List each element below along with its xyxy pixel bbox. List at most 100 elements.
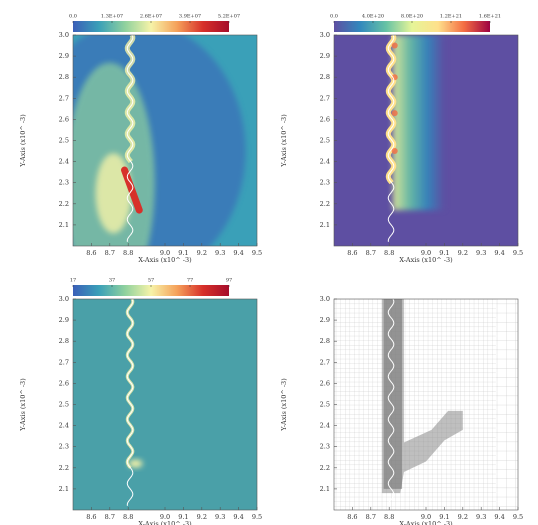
y-tick-label: 2.8 — [320, 337, 330, 345]
y-tick-label: 2.4 — [320, 422, 330, 430]
field-hot — [391, 42, 398, 49]
x-tick-label: 9.2 — [197, 513, 207, 521]
x-tick-label: 9.4 — [233, 249, 243, 257]
y-axis-label: Y-Axis (x10^ -3) — [280, 378, 288, 432]
y-tick-label: 2.1 — [59, 485, 69, 493]
y-tick-label: 2.3 — [320, 443, 330, 451]
colorbar-tick-label: 8.0E+20 — [401, 14, 423, 20]
y-tick-label: 2.5 — [59, 137, 69, 145]
y-tick-label: 2.8 — [59, 337, 69, 345]
field — [73, 299, 257, 510]
field-glow — [95, 153, 132, 234]
field-hot — [391, 148, 398, 155]
x-tick-label: 9.2 — [458, 249, 468, 257]
x-tick-label: 9.3 — [215, 249, 225, 257]
y-tick-label: 2.3 — [59, 179, 69, 187]
y-tick-label: 2.2 — [59, 200, 69, 208]
y-tick-label: 2.7 — [59, 358, 69, 366]
colorbar-tick-label: 1.6E+21 — [479, 14, 501, 20]
x-tick-label: 9.0 — [160, 249, 170, 257]
y-tick-label: 2.6 — [59, 115, 69, 123]
x-tick-label: 8.7 — [366, 249, 376, 257]
y-tick-label: 2.9 — [59, 52, 69, 60]
colorbar-tick-label: 77 — [187, 278, 193, 284]
y-tick-label: 2.7 — [320, 358, 330, 366]
y-axis-label: Y-Axis (x10^ -3) — [280, 114, 288, 168]
interface — [126, 35, 134, 242]
y-tick-label: 2.1 — [320, 485, 330, 493]
x-tick-label: 9.0 — [421, 513, 431, 521]
y-tick-label: 2.5 — [320, 137, 330, 145]
interface — [387, 299, 395, 506]
y-tick-label: 2.3 — [59, 443, 69, 451]
y-tick-label: 2.9 — [320, 52, 330, 60]
y-tick-label: 2.4 — [59, 158, 69, 166]
field — [334, 35, 518, 246]
x-tick-label: 9.1 — [439, 513, 449, 521]
x-tick-label: 9.5 — [252, 513, 262, 521]
x-tick-label: 9.3 — [476, 249, 486, 257]
y-tick-label: 2.6 — [320, 115, 330, 123]
x-tick-label: 9.5 — [252, 249, 262, 257]
colorbar-tick-label: 17 — [70, 278, 76, 284]
y-tick-label: 2.2 — [320, 464, 330, 472]
y-axis-label: Y-Axis (x10^ -3) — [19, 114, 27, 168]
x-tick-label: 9.3 — [215, 513, 225, 521]
x-tick-label: 9.1 — [178, 249, 188, 257]
x-axis-label: X-Axis (x10^ -3) — [399, 256, 453, 264]
y-tick-label: 2.1 — [320, 221, 330, 229]
field-band — [392, 35, 445, 211]
colorbar — [73, 21, 229, 32]
interface — [387, 35, 395, 242]
colorbar-tick-label: 2.6E+07 — [140, 14, 162, 20]
x-tick-label: 8.6 — [86, 513, 96, 521]
x-tick-label: 8.6 — [347, 513, 357, 521]
x-tick-label: 8.8 — [384, 249, 394, 257]
y-tick-label: 2.4 — [59, 422, 69, 430]
refined-core — [383, 299, 403, 489]
colorbar-tick-label: 1.2E+21 — [440, 14, 462, 20]
y-tick-label: 2.1 — [59, 221, 69, 229]
x-tick-label: 9.1 — [439, 249, 449, 257]
y-tick-label: 2.3 — [320, 179, 330, 187]
y-tick-label: 2.7 — [59, 94, 69, 102]
colorbar-tick-label: 37 — [109, 278, 115, 284]
x-tick-label: 9.4 — [494, 249, 504, 257]
colorbar-tick-label: 4.0E+20 — [362, 14, 384, 20]
y-tick-label: 2.2 — [59, 464, 69, 472]
y-tick-label: 2.9 — [320, 316, 330, 324]
field — [73, 35, 257, 246]
colorbar-tick-label: 3.9E+07 — [179, 14, 201, 20]
x-tick-label: 8.8 — [123, 249, 133, 257]
x-tick-label: 8.6 — [86, 249, 96, 257]
interface — [126, 299, 134, 506]
x-tick-label: 8.8 — [123, 513, 133, 521]
mesh — [334, 299, 518, 510]
x-tick-label: 8.7 — [366, 513, 376, 521]
colorbar-tick-label: 0.0 — [69, 14, 77, 20]
field-hot — [391, 110, 398, 117]
x-axis-label: X-Axis (x10^ -3) — [138, 256, 192, 264]
y-tick-label: 2.5 — [59, 401, 69, 409]
x-tick-label: 9.5 — [513, 513, 523, 521]
field-bg — [73, 299, 257, 510]
x-tick-label: 9.5 — [513, 249, 523, 257]
colorbar-tick-label: 97 — [226, 278, 232, 284]
colorbar-tick-label: 57 — [148, 278, 154, 284]
colorbar — [73, 285, 229, 296]
x-axis-label: X-Axis (x10^ -3) — [138, 520, 192, 525]
y-tick-label: 3.0 — [320, 295, 330, 303]
x-tick-label: 8.7 — [105, 513, 115, 521]
x-tick-label: 8.7 — [105, 249, 115, 257]
x-tick-label: 9.1 — [178, 513, 188, 521]
x-tick-label: 8.6 — [347, 249, 357, 257]
y-tick-label: 3.0 — [59, 295, 69, 303]
y-tick-label: 2.6 — [320, 379, 330, 387]
x-tick-label: 9.4 — [233, 513, 243, 521]
y-tick-label: 2.7 — [320, 94, 330, 102]
y-tick-label: 2.8 — [320, 73, 330, 81]
colorbar-tick-label: 1.3E+07 — [101, 14, 123, 20]
x-axis-label: X-Axis (x10^ -3) — [399, 520, 453, 525]
y-tick-label: 3.0 — [59, 31, 69, 39]
